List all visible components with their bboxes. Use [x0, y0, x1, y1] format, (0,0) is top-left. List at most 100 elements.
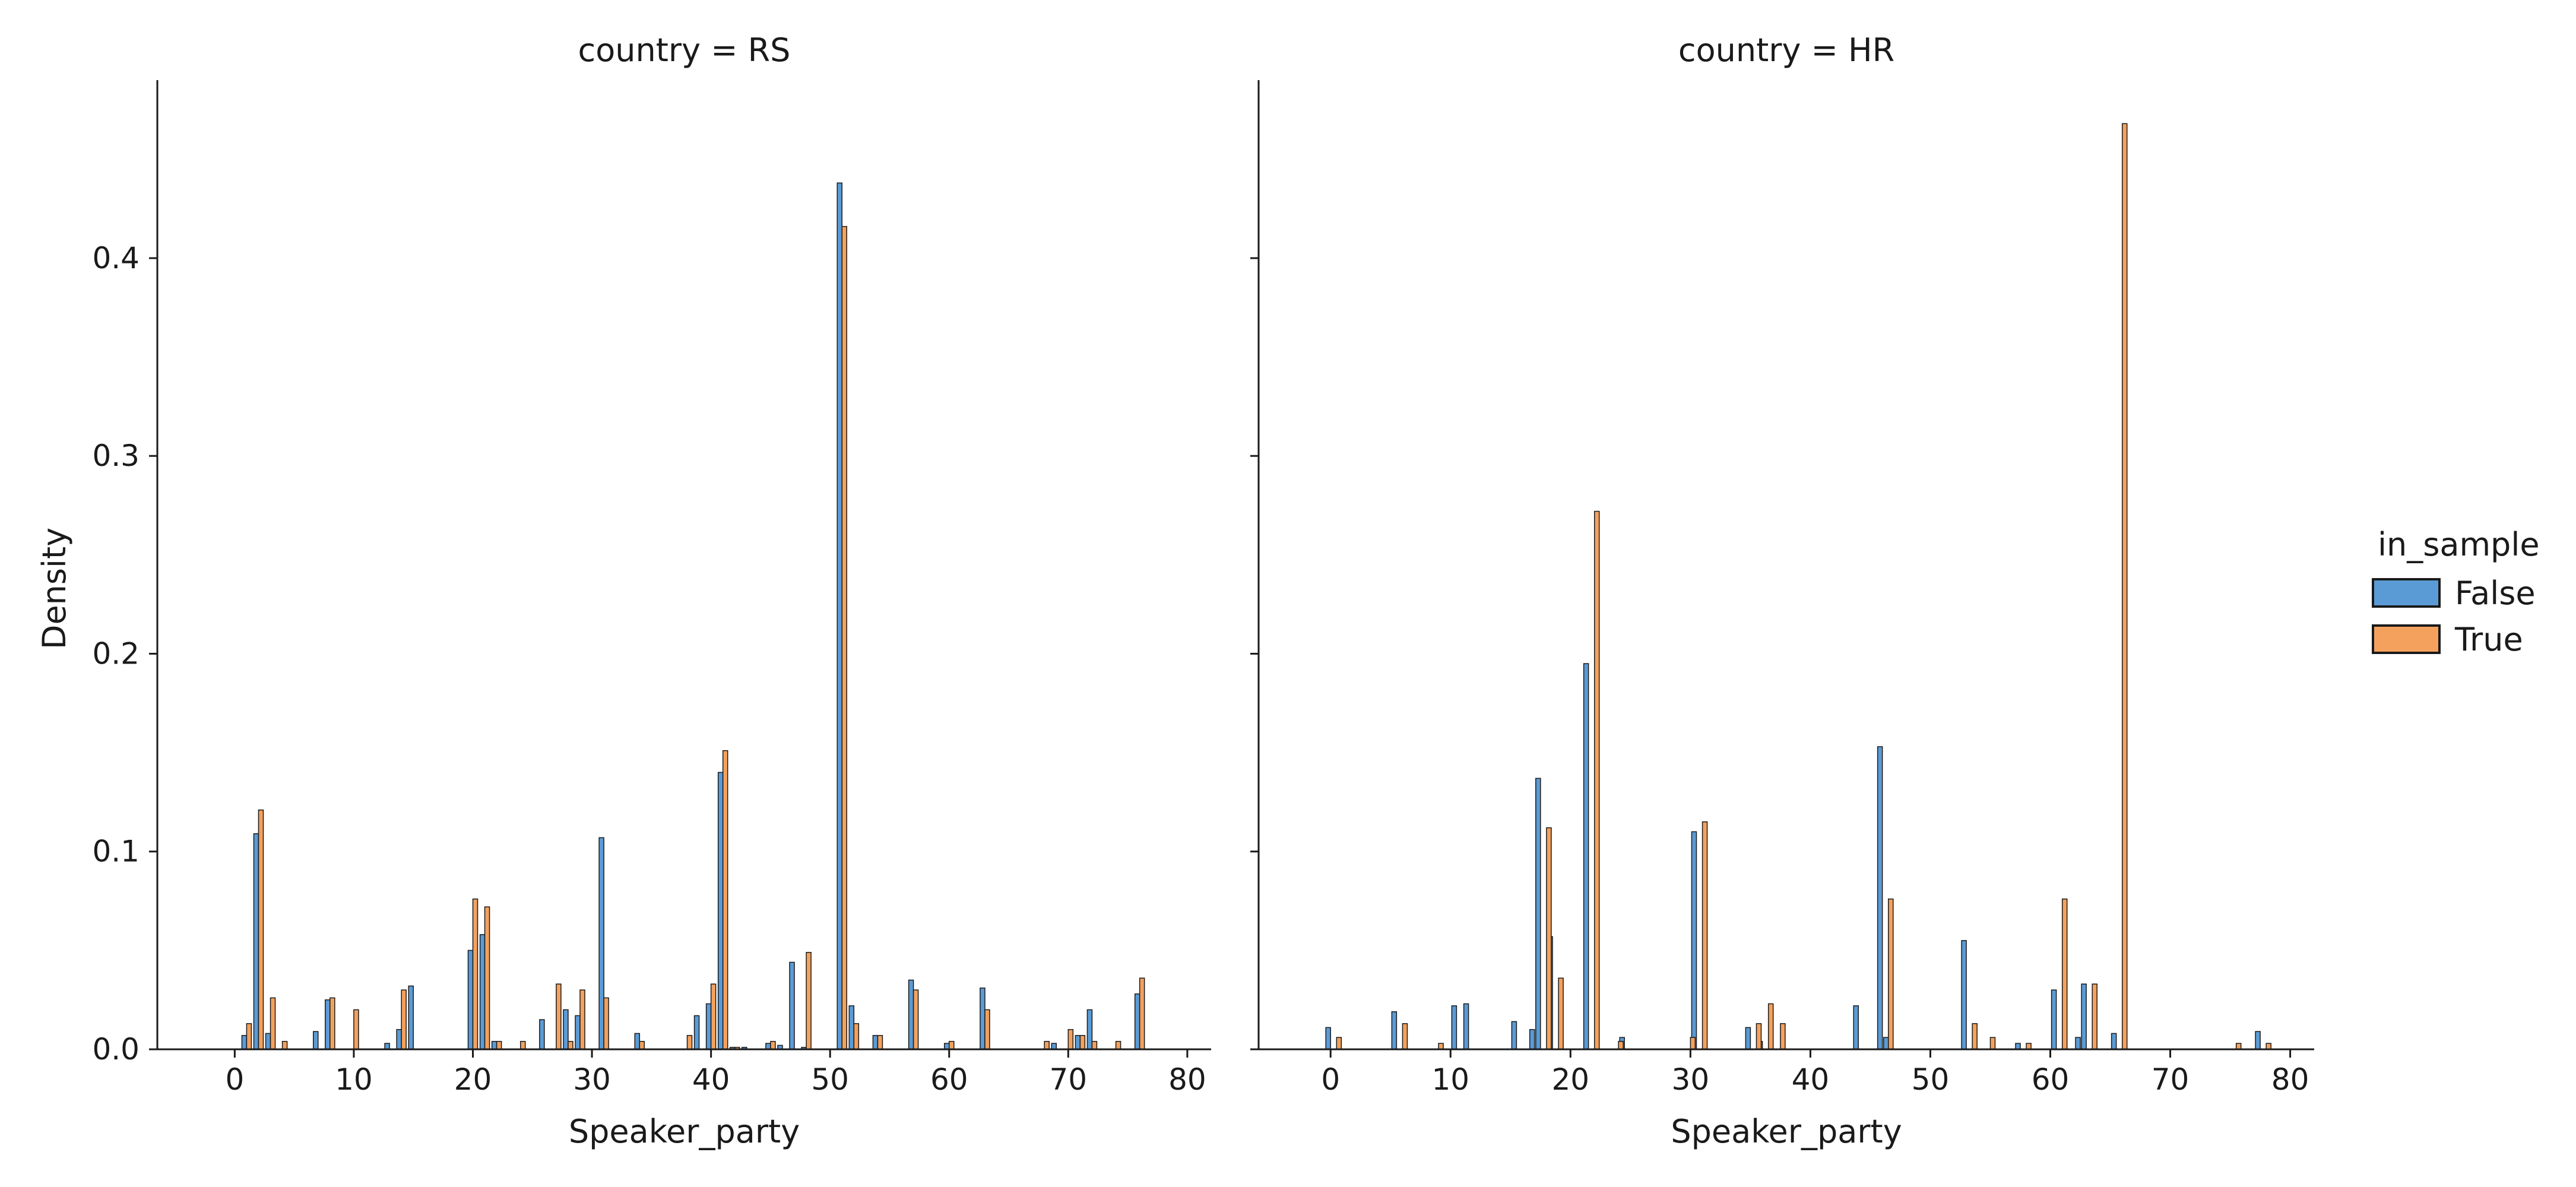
- bar-false-11: [1745, 1027, 1751, 1050]
- bar-true-25: [912, 989, 919, 1050]
- legend-swatch-false: [2372, 578, 2441, 608]
- bar-true-9: [1756, 1023, 1762, 1050]
- x-tick-label: 0: [1321, 1062, 1340, 1097]
- bar-false-8: [1583, 663, 1589, 1050]
- bar-true-7: [472, 898, 479, 1050]
- bar-false-28: [908, 979, 914, 1050]
- x-tick-label: 10: [1431, 1062, 1469, 1097]
- bar-true-29: [1067, 1029, 1074, 1050]
- bar-false-30: [980, 987, 986, 1050]
- bar-false-8: [467, 950, 474, 1050]
- bar-false-20: [2081, 983, 2087, 1050]
- bar-false-26: [848, 1005, 855, 1050]
- bar-false-0: [1325, 1027, 1331, 1050]
- bar-true-32: [1115, 1040, 1121, 1050]
- bar-true-21: [806, 951, 812, 1050]
- bar-true-4: [1558, 977, 1564, 1050]
- x-tick-label: 50: [811, 1062, 849, 1097]
- bar-false-22: [2255, 1031, 2261, 1050]
- panel-title: country = HR: [1678, 31, 1894, 69]
- bar-false-19: [2075, 1037, 2081, 1050]
- bar-false-27: [872, 1034, 879, 1050]
- bar-true-31: [1091, 1040, 1098, 1050]
- bar-true-4: [329, 997, 335, 1050]
- bar-true-26: [949, 1040, 955, 1050]
- bar-true-5: [353, 1009, 359, 1050]
- legend-label-true: True: [2454, 621, 2523, 658]
- bar-false-5: [1529, 1029, 1535, 1050]
- x-tick-label: 20: [1552, 1062, 1590, 1097]
- legend-title: in_sample: [2378, 526, 2540, 563]
- bar-true-13: [579, 989, 585, 1050]
- x-tick-label: 60: [2032, 1062, 2070, 1097]
- bar-true-1: [1402, 1023, 1408, 1050]
- bar-true-6: [401, 989, 407, 1050]
- bar-false-12: [563, 1009, 569, 1050]
- bar-false-0: [241, 1034, 248, 1050]
- bar-false-10: [1691, 831, 1697, 1050]
- bar-true-14: [1989, 1037, 1996, 1050]
- bar-true-23: [853, 1023, 860, 1050]
- bar-false-6: [396, 1029, 402, 1050]
- x-tick-label: 70: [2152, 1062, 2190, 1097]
- bar-true-27: [984, 1009, 990, 1050]
- legend-swatch-true: [2372, 624, 2441, 654]
- bar-false-3: [1463, 1003, 1469, 1050]
- bar-false-33: [1086, 1009, 1093, 1050]
- bar-false-15: [634, 1033, 641, 1050]
- bar-true-17: [710, 983, 717, 1050]
- bar-true-11: [1780, 1023, 1786, 1050]
- bar-false-3: [313, 1031, 319, 1050]
- bar-true-33: [1139, 977, 1145, 1050]
- bar-true-8: [1702, 821, 1708, 1050]
- bar-true-18: [2121, 123, 2128, 1050]
- bar-false-1: [253, 833, 259, 1050]
- panel-title: country = RS: [578, 31, 791, 69]
- y-tick-label: 0.3: [92, 439, 140, 473]
- y-tick-label: 0.4: [92, 241, 140, 275]
- bar-true-0: [1336, 1037, 1342, 1050]
- bar-true-16: [2061, 898, 2068, 1050]
- bar-false-25: [837, 182, 842, 1050]
- bar-true-14: [603, 997, 609, 1050]
- bar-false-13: [575, 1015, 581, 1050]
- bar-false-18: [2051, 989, 2057, 1050]
- x-tick-label: 0: [225, 1062, 244, 1097]
- bar-true-11: [556, 983, 562, 1050]
- bar-true-12: [568, 1040, 573, 1050]
- y-tick-label: 0.1: [92, 834, 140, 869]
- bar-true-18: [722, 750, 728, 1050]
- legend-label-false: False: [2455, 575, 2536, 612]
- x-tick-label: 20: [454, 1062, 492, 1097]
- bar-true-15: [639, 1040, 645, 1050]
- bar-false-21: [2111, 1033, 2117, 1050]
- bar-true-13: [1972, 1023, 1978, 1050]
- bar-true-17: [2092, 983, 2097, 1050]
- bar-false-2: [1451, 1005, 1457, 1050]
- legend: in_sample False True: [2372, 526, 2540, 658]
- x-tick-label: 80: [1168, 1062, 1206, 1097]
- bar-false-6: [1535, 777, 1541, 1050]
- x-axis-label: Speaker_party: [569, 1113, 800, 1150]
- bar-true-7: [1690, 1037, 1696, 1050]
- x-axis-label: Speaker_party: [1671, 1113, 1902, 1150]
- bar-false-32: [1075, 1034, 1081, 1050]
- bar-false-9: [479, 934, 486, 1050]
- x-tick-label: 40: [1792, 1062, 1830, 1097]
- panel-rs: 0 10 20 30 40 50 60 70 80 0.0 0.1 0.2 0.3 0.4 country …: [36, 31, 1211, 1150]
- bar-true-3: [1546, 827, 1552, 1050]
- bar-false-2: [265, 1033, 271, 1050]
- x-tick-label: 30: [1672, 1062, 1710, 1097]
- bar-true-0: [246, 1023, 252, 1050]
- bar-true-2: [270, 997, 276, 1050]
- bar-true-16: [686, 1034, 693, 1050]
- bar-true-3: [281, 1040, 288, 1050]
- bar-false-23: [789, 961, 795, 1050]
- bar-true-5: [1593, 510, 1600, 1050]
- bar-false-18: [717, 772, 724, 1050]
- y-axis-label: Density: [36, 528, 73, 649]
- bar-false-16: [693, 1015, 700, 1050]
- bar-false-13: [1853, 1005, 1859, 1050]
- bar-true-10: [1767, 1003, 1774, 1050]
